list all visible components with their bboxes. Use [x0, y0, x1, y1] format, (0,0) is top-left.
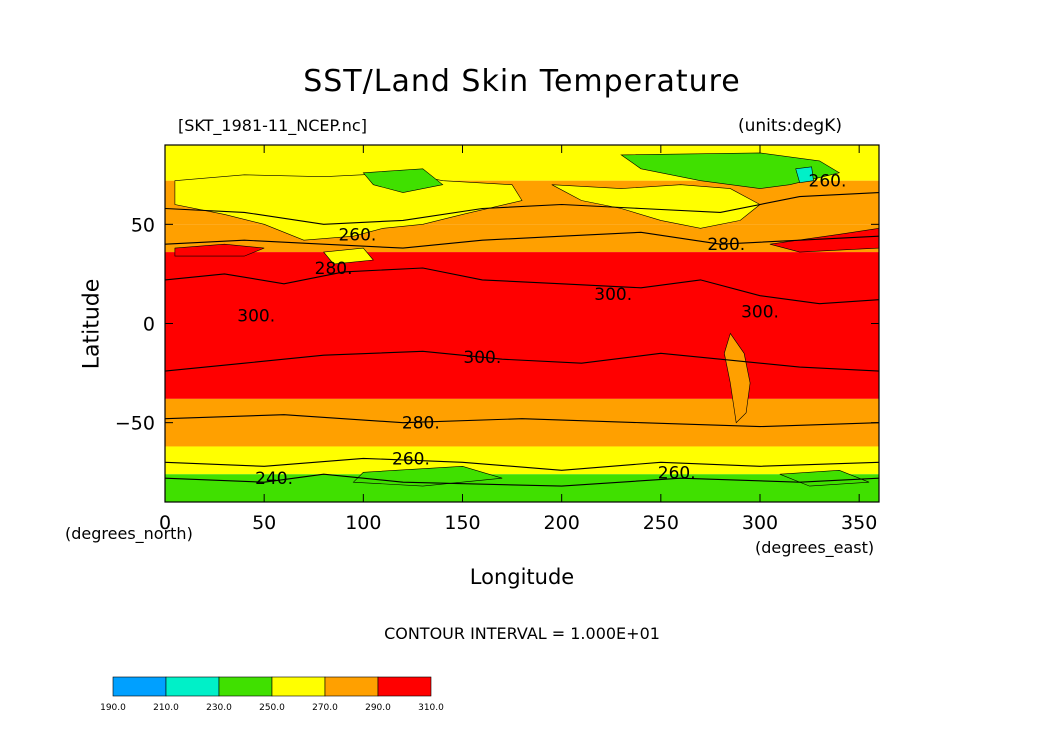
x-tick-label: 50 — [252, 512, 276, 534]
north-atlantic-warm-patch — [769, 227, 879, 253]
x-tick-label: 100 — [345, 512, 381, 534]
contour-label: 260. — [658, 463, 696, 483]
contour-280-north — [165, 231, 879, 249]
colorbar-level-label: 210.0 — [153, 703, 179, 713]
mediterranean-warm-patch — [174, 243, 265, 257]
x-tick-label: 300 — [742, 512, 778, 534]
contour-label: 240. — [255, 469, 293, 489]
land-temperature-patches — [174, 152, 879, 487]
eurasia-cold-patch — [174, 172, 523, 241]
greenland-interior-patch — [795, 166, 814, 184]
colorbar-level-label: 310.0 — [418, 703, 444, 713]
tibet-cold-patch — [323, 247, 374, 265]
contour-label: 260. — [392, 449, 430, 469]
x-tick-label: 200 — [544, 512, 580, 534]
colorbar-swatch — [218, 676, 273, 697]
x-tick-label: 350 — [841, 512, 877, 534]
greenland-ice-patch — [620, 152, 841, 189]
andes-patch — [723, 332, 751, 424]
source-file-label: [SKT_1981-11_NCEP.nc] — [178, 116, 367, 135]
colorbar-level-label: 250.0 — [259, 703, 285, 713]
x-tick-label: 150 — [444, 512, 480, 534]
colorbar-swatch — [377, 676, 432, 697]
y-tick-label: 50 — [131, 214, 155, 236]
colorbar-level-label: 230.0 — [206, 703, 232, 713]
contour-label: 300. — [594, 285, 632, 305]
contour-label: 300. — [237, 307, 275, 327]
colorbar-level-label: 190.0 — [100, 703, 126, 713]
siberia-cold-patch — [362, 168, 444, 193]
units-label: (units:degK) — [738, 116, 842, 136]
x-tick-label: 250 — [643, 512, 679, 534]
contour-labels: 260. 280. 300. 300. 300. 300. 280. 260. 280. 260.… — [237, 172, 846, 490]
contour-280-south — [165, 414, 879, 428]
contour-label: 280. — [707, 235, 745, 255]
y-axis-units: (degrees_north) — [65, 524, 193, 543]
contour-label: 260. — [809, 172, 847, 192]
chart-title: SST/Land Skin Temperature — [303, 64, 741, 99]
north-america-cold-patch — [551, 184, 761, 229]
contour-240-south — [165, 473, 879, 487]
colorbar-swatch — [324, 676, 379, 697]
temperature-band — [165, 446, 879, 475]
contour-260-south — [165, 457, 879, 471]
x-tick-label: 0 — [159, 512, 171, 534]
contour-label: 300. — [463, 348, 501, 368]
colorbar-swatch — [112, 676, 167, 697]
colorbar: 190.0 210.0 230.0 250.0 270.0 290.0 310.0 — [100, 676, 444, 713]
colorbar-swatch — [165, 676, 220, 697]
contour-260-north — [165, 192, 879, 225]
x-axis-label: Longitude — [469, 565, 575, 589]
y-tick-label: 0 — [143, 314, 155, 336]
x-axis-units: (degrees_east) — [755, 538, 875, 557]
contour-interval-text: CONTOUR INTERVAL = 1.000E+01 — [384, 624, 660, 643]
colorbar-swatch — [271, 676, 326, 697]
contour-300-north — [165, 267, 879, 305]
y-tick-label: −50 — [115, 413, 155, 435]
axis-ticks: 0 50 100 150 200 250 300 350 −50 0 50 — [115, 145, 879, 534]
contour-300-south — [165, 350, 879, 372]
contour-label: 300. — [741, 303, 779, 323]
temperature-band — [165, 252, 879, 399]
contour-label: 280. — [402, 414, 440, 434]
colorbar-level-label: 270.0 — [312, 703, 338, 713]
contour-lines — [165, 192, 879, 487]
contour-label: 260. — [338, 225, 376, 245]
temperature-band — [165, 398, 879, 447]
contour-label: 280. — [315, 259, 353, 279]
colorbar-level-label: 290.0 — [365, 703, 391, 713]
